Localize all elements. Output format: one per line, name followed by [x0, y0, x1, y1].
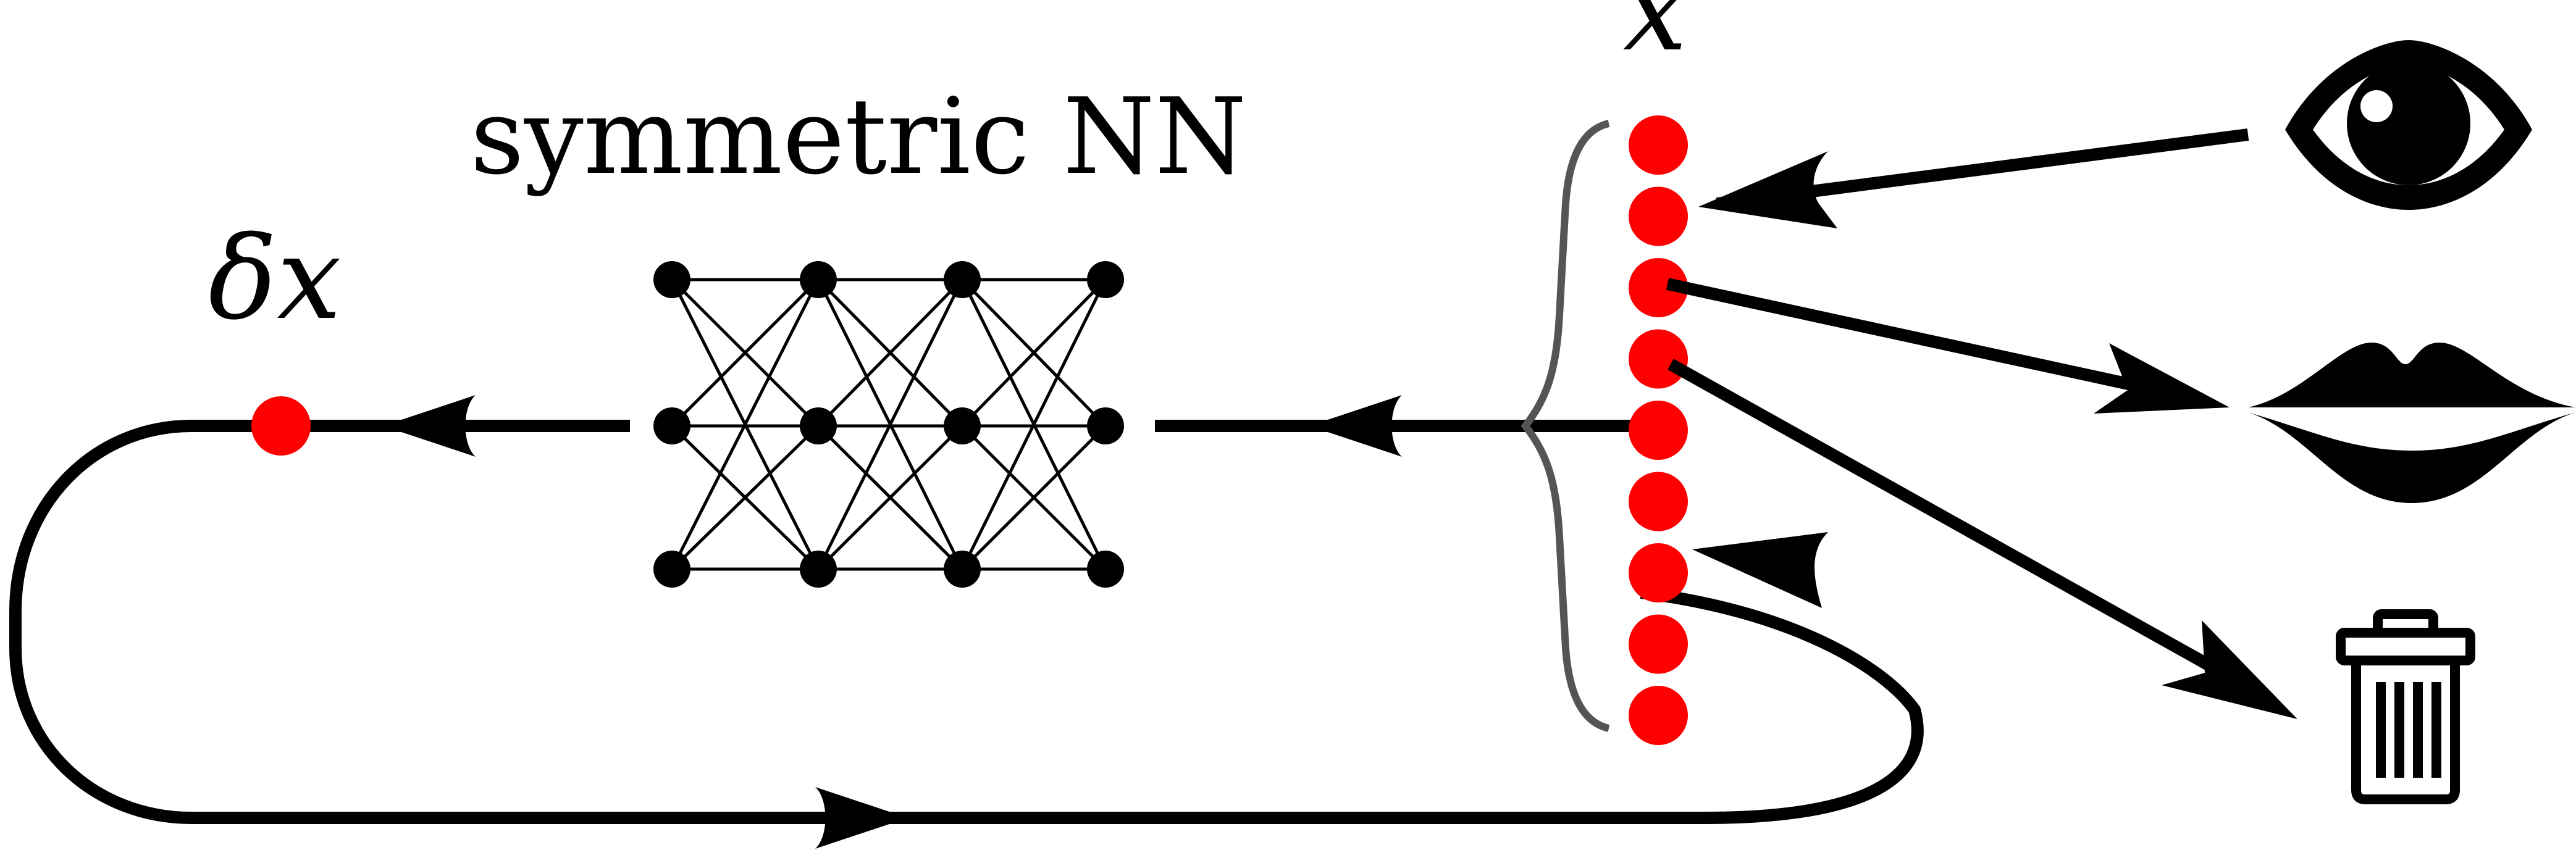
nn-node	[1087, 407, 1124, 444]
state-dot	[1629, 686, 1688, 745]
mouth-output-arrow-line	[1666, 278, 2139, 392]
nn-node	[800, 551, 837, 588]
state-dot	[1629, 543, 1688, 602]
delta-x-dot	[251, 396, 311, 456]
arrowhead-loop-return	[1692, 532, 1828, 608]
nn-node	[944, 407, 981, 444]
nn-node	[653, 551, 690, 588]
nn-edge	[671, 278, 820, 427]
nn-edge	[670, 278, 820, 570]
eye-input-arrowhead	[1698, 151, 1837, 228]
state-dot	[1629, 472, 1688, 531]
nn-edge	[817, 425, 963, 570]
x-label: x	[1623, 0, 1687, 77]
trash-icon	[2336, 609, 2475, 804]
state-dot	[1629, 401, 1688, 460]
trash-output-arrow-line	[1668, 359, 2220, 675]
trash-output-arrowhead	[2162, 620, 2297, 719]
nn-edge	[961, 425, 1107, 570]
nn-node	[1087, 551, 1124, 588]
state-brace	[1521, 120, 1610, 732]
state-dot	[1629, 186, 1688, 246]
nn-title-label: symmetric NN	[471, 76, 1247, 198]
nn-node	[653, 261, 690, 298]
state-dot	[1629, 115, 1688, 175]
state-vector	[1629, 115, 1688, 745]
nn-node	[800, 407, 837, 444]
nn-node	[800, 261, 837, 298]
eye-icon	[2285, 40, 2532, 210]
nn-node	[653, 407, 690, 444]
nn-nodes	[653, 261, 1124, 588]
mouth-output-arrowhead	[2094, 343, 2230, 414]
output-arrows	[1666, 128, 2297, 719]
nn-node	[944, 551, 981, 588]
nn-edge	[671, 425, 820, 570]
delta-x-label: δx	[208, 212, 342, 345]
arrowhead-bottom	[815, 787, 908, 849]
nn-edges	[670, 278, 1107, 571]
loop-arrowheads	[383, 395, 1828, 849]
nn-edge	[960, 278, 1107, 570]
nn-node	[1087, 261, 1124, 298]
nn-node	[944, 261, 981, 298]
nn-edge	[961, 278, 1107, 427]
nn-edge	[817, 278, 963, 427]
feedback-loop-path	[9, 420, 1924, 824]
state-dot	[1629, 258, 1688, 317]
state-dot	[1629, 614, 1688, 674]
state-dot	[1629, 329, 1688, 389]
mouth-icon	[2248, 343, 2575, 503]
nn-edge	[816, 278, 964, 570]
